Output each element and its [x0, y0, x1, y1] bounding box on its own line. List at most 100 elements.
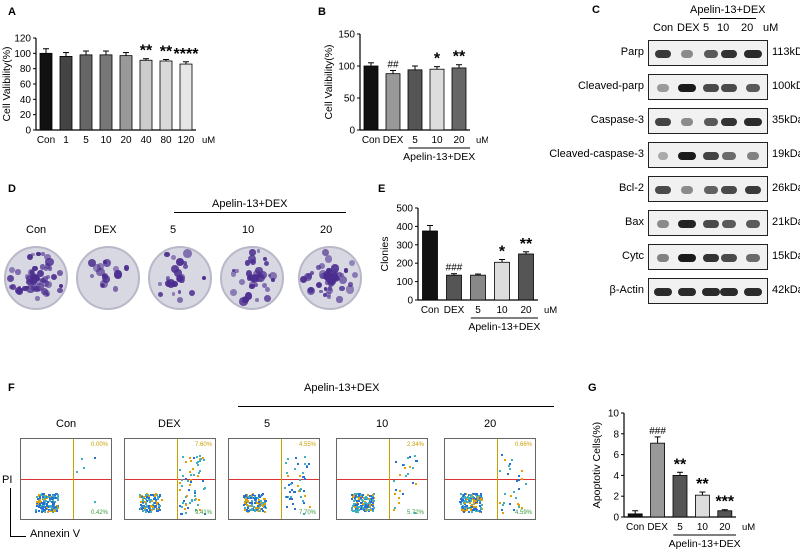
flow-event-dot — [145, 499, 148, 502]
flow-event-dot — [360, 496, 363, 499]
flow-event-dot — [181, 478, 184, 481]
flow-event-dot — [304, 495, 307, 498]
dish-label: 5 — [170, 224, 177, 236]
flow-event-dot — [192, 457, 195, 460]
flow-event-dot — [261, 505, 264, 508]
flow-event-dot — [159, 505, 162, 508]
flow-event-dot — [363, 508, 366, 511]
flow-event-dot — [189, 460, 192, 463]
flow-event-dot — [461, 505, 464, 508]
flow-event-dot — [252, 505, 255, 508]
flow-event-dot — [54, 507, 57, 510]
flow-event-dot — [243, 506, 246, 509]
flow-event-dot — [260, 504, 263, 507]
flow-event-dot — [202, 480, 205, 483]
flow-event-dot — [244, 499, 247, 502]
colony-spot — [229, 288, 237, 296]
flow-event-dot — [473, 508, 476, 511]
flow-event-dot — [352, 503, 355, 506]
blot-row — [648, 176, 768, 202]
flow-event-dot — [150, 509, 153, 512]
flow-event-dot — [140, 501, 143, 504]
colony-spot — [316, 265, 322, 270]
flow-event-dot — [41, 506, 44, 509]
upper-right-percentage: 0.00% — [90, 442, 108, 448]
chart-g-bar — [695, 494, 710, 518]
colony-spot — [113, 265, 119, 272]
flow-event-dot — [249, 496, 252, 499]
flow-event-dot — [196, 460, 199, 463]
blot-row-label: Bcl-2 — [618, 182, 644, 194]
flow-event-dot — [193, 474, 196, 477]
flow-event-dot — [146, 497, 149, 500]
chart-e-bar — [422, 230, 438, 301]
flow-event-dot — [476, 493, 479, 496]
flow-event-dot — [153, 498, 156, 501]
flow-event-dot — [398, 501, 401, 504]
flow-event-dot — [189, 479, 192, 482]
flow-event-dot — [459, 500, 462, 503]
chart-g-xtick-label: 20 — [719, 522, 731, 533]
flow-event-dot — [369, 504, 372, 507]
chart-g-ylabel: Apoptotiv Cells(%) — [591, 422, 603, 508]
chart-a-bar — [99, 54, 113, 131]
chart-g-group-label: Apelin-13+DEX — [669, 538, 741, 550]
flow-event-dot — [183, 507, 186, 510]
flow-event-dot — [38, 497, 41, 500]
flow-event-dot — [142, 498, 145, 501]
blot-row — [648, 74, 768, 100]
colony-spot — [330, 264, 339, 273]
flow-event-dot — [393, 480, 396, 483]
flow-event-dot — [474, 505, 477, 508]
flow-event-dot — [365, 510, 368, 513]
flow-event-dot — [204, 486, 207, 489]
flow-event-dot — [263, 505, 266, 508]
flow-event-dot — [261, 507, 264, 510]
flow-event-dot — [513, 509, 516, 512]
flow-event-dot — [479, 506, 482, 509]
dish-group-label: Apelin-13+DEX — [212, 198, 288, 210]
flow-event-dot — [52, 508, 55, 511]
flow-event-dot — [56, 493, 59, 496]
flow-event-dot — [462, 498, 465, 501]
flow-event-dot — [294, 468, 297, 471]
chart-b-bar — [429, 68, 445, 131]
flow-event-dot — [200, 458, 203, 461]
flow-event-dot — [413, 511, 416, 514]
flow-event-dot — [398, 474, 401, 477]
flow-event-dot — [180, 512, 183, 515]
flow-event-dot — [39, 496, 42, 499]
colony-spot — [25, 285, 29, 290]
flow-event-dot — [372, 508, 375, 511]
flow-event-dot — [466, 505, 469, 507]
flow-event-dot — [39, 502, 42, 505]
flow-event-dot — [53, 495, 56, 498]
flow-event-dot — [248, 497, 251, 500]
flow-event-dot — [48, 509, 51, 512]
colony-spot — [349, 259, 356, 266]
flow-event-dot — [394, 507, 397, 510]
flow-event-dot — [257, 510, 260, 512]
colony-spot — [352, 271, 359, 278]
flow-event-dot — [402, 492, 405, 495]
flow-event-dot — [258, 498, 261, 501]
flow-event-dot — [261, 502, 264, 505]
colony-spot — [303, 273, 312, 282]
flow-event-dot — [254, 496, 257, 499]
flow-event-dot — [246, 503, 249, 506]
blot-row-label: Cleaved-parp — [577, 80, 644, 92]
chart-e-xtick-label: Con — [421, 305, 439, 316]
flow-event-dot — [359, 504, 362, 507]
flow-event-dot — [179, 489, 182, 492]
flow-event-dot — [52, 506, 55, 509]
dish-label: 20 — [320, 224, 333, 236]
flow-event-dot — [56, 499, 59, 502]
chart-a-xtick-label: Con — [37, 135, 55, 146]
flow-event-dot — [155, 502, 158, 505]
colony-spot — [30, 281, 34, 285]
flow-event-dot — [372, 501, 375, 504]
flow-event-dot — [354, 505, 357, 508]
colony-spot — [92, 264, 101, 272]
chart-e-unit: uM — [544, 305, 557, 316]
chart-a-ylabel: Cell Valibility(%) — [1, 46, 13, 121]
